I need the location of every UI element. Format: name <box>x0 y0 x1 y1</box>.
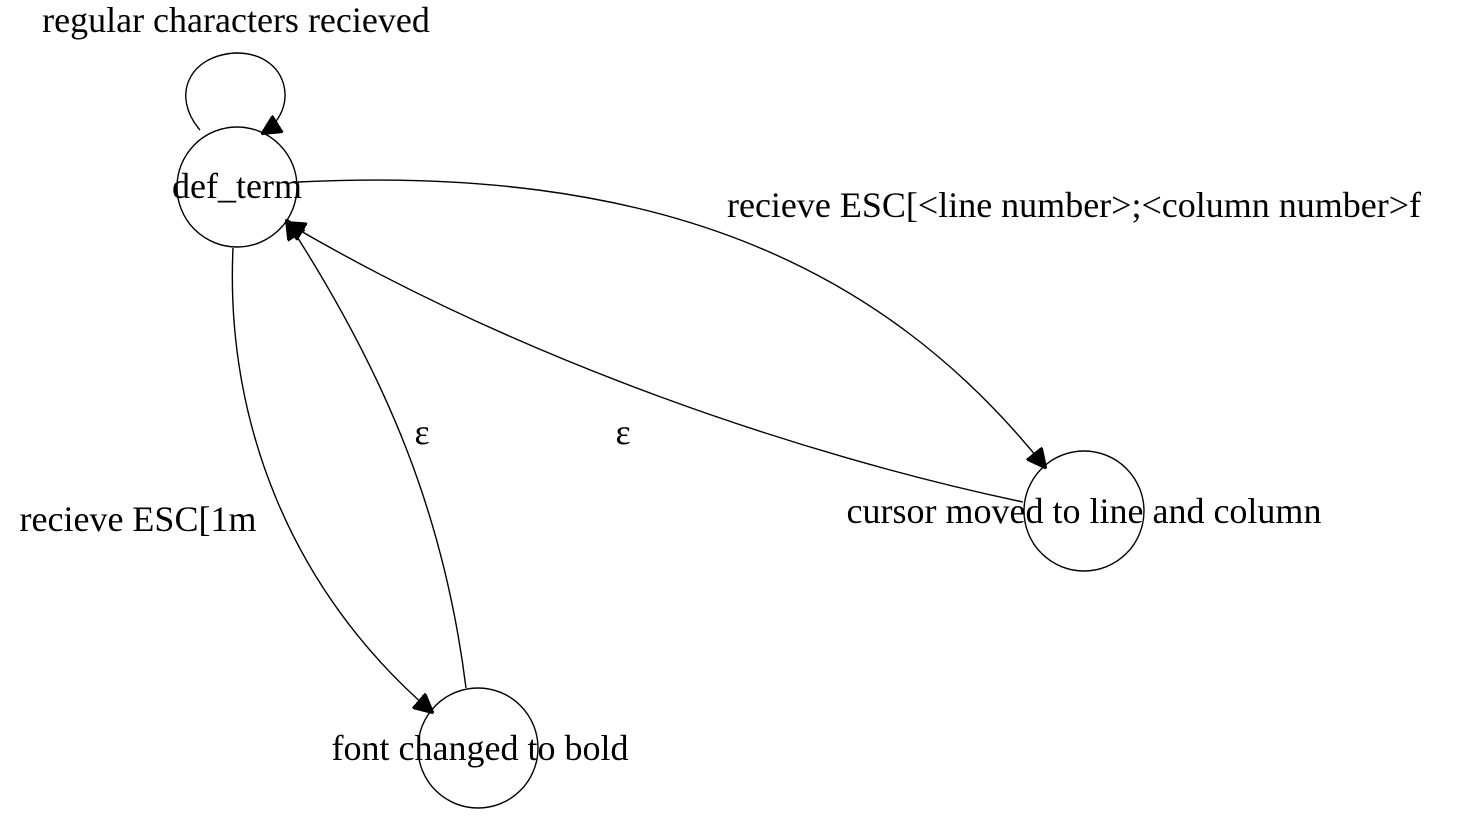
state-cursor-label: cursor moved to line and column <box>847 491 1322 531</box>
edge-self-loop <box>186 53 285 133</box>
transition-to-bold-label: recieve ESC[1m <box>20 499 257 539</box>
transition-cursor-back-label: ε <box>615 412 630 452</box>
edge-def-term-to-bold <box>232 248 432 712</box>
transition-bold-back-label: ε <box>414 412 429 452</box>
state-bold-label: font changed to bold <box>332 728 629 768</box>
state-def-term-label: def_term <box>172 166 302 206</box>
transition-self-loop-label: regular characters recieved <box>42 0 430 40</box>
transition-to-cursor-label: recieve ESC[<line number>;<column number… <box>727 185 1421 225</box>
edge-bold-to-def-term <box>287 221 466 688</box>
edge-cursor-to-def-term <box>287 223 1023 502</box>
